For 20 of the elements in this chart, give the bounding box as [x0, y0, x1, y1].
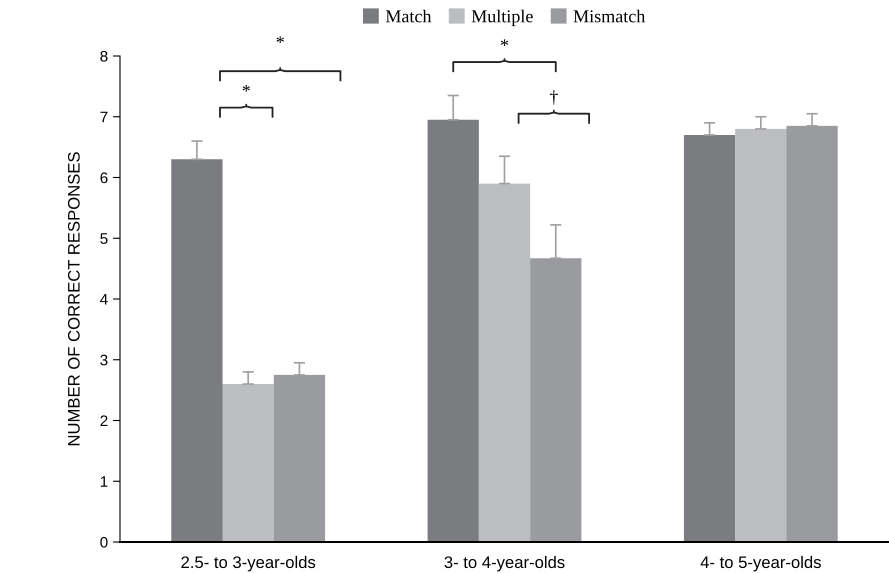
y-tick-label: 8 — [100, 50, 108, 62]
text: * — [500, 39, 508, 46]
y-tick-label: 5 — [100, 233, 108, 244]
y-axis-title: NUMBER OF CORRECT RESPONSES — [68, 152, 80, 446]
x-tick-label: 4- to 5-year-olds — [700, 556, 821, 572]
text: * — [276, 36, 284, 43]
y-tick-label: 1 — [100, 476, 108, 487]
legend-label: Mismatch — [574, 10, 646, 22]
y-tick-label: 7 — [100, 112, 108, 122]
legend-label: Multiple — [472, 10, 533, 26]
y-tick-label: 3 — [100, 354, 108, 366]
annotation: * — [242, 84, 250, 92]
y-tick-label: 4 — [100, 294, 108, 305]
annotation: † — [550, 90, 558, 105]
y-tick-label: 6 — [100, 172, 108, 184]
y-tick-label: 0 — [100, 536, 108, 548]
y-tick-label: 2 — [100, 415, 108, 426]
legend-label: Match — [386, 10, 432, 22]
x-tick-label: 3- to 4-year-olds — [444, 556, 565, 572]
x-tick-label: 2.5- to 3-year-olds — [181, 556, 316, 572]
